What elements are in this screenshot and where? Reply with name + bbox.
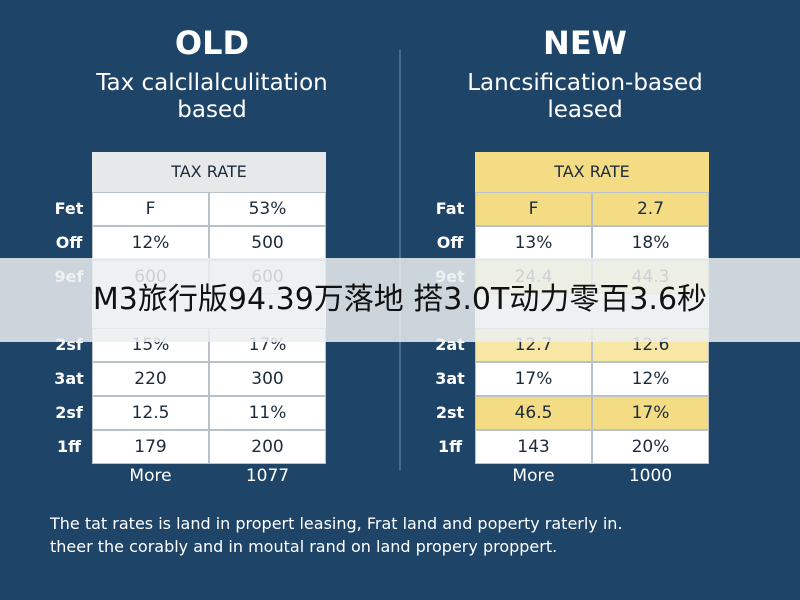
table-cell: F [475,192,592,226]
table-cell: 12.5 [92,396,209,430]
table-cell: 12% [592,362,709,396]
note-line: theer the corably and in moutal rand on … [50,537,558,556]
table-cell: 200 [209,430,326,464]
subtitle: leased [547,97,623,123]
table-cell: 220 [92,362,209,396]
row-label: 2st [435,403,465,422]
table-cell: 18% [592,226,709,260]
row-label: Fat [435,199,465,218]
row-label: 3at [54,369,84,388]
subtitle: Lancsification-based [467,70,703,96]
footer-value: 1000 [628,466,673,486]
table-cell: 17% [592,396,709,430]
heading: NEW [543,24,627,62]
table-cell: 12% [92,226,209,260]
table-cell: 2.7 [592,192,709,226]
table-cell: 11% [209,396,326,430]
footer-label: More [512,466,555,486]
row-label: Off [55,233,83,252]
footer-value: 1077 [245,466,290,486]
table-cell: 179 [92,430,209,464]
subtitle: based [177,97,247,123]
table-cell: 500 [209,226,326,260]
table-cell: F [92,192,209,226]
subtitle: Tax calcllalculitation [96,70,328,96]
heading: OLD [174,24,250,62]
row-label: Fet [54,199,84,218]
table-header: TAX RATE [92,152,326,192]
row-label: Off [436,233,464,252]
table-cell: 20% [592,430,709,464]
footer-label: More [129,466,172,486]
row-label: 3at [435,369,465,388]
banner: M3旅行版94.39万落地 搭3.0T动力零百3.6秒 [0,258,800,342]
table-cell: 300 [209,362,326,396]
table-cell: 46.5 [475,396,592,430]
row-label: 1ff [56,437,82,456]
table-header: TAX RATE [475,152,709,192]
row-label: 2sf [55,403,83,422]
table-cell: 143 [475,430,592,464]
row-label: 1ff [437,437,463,456]
table-cell: 13% [475,226,592,260]
table-cell: 53% [209,192,326,226]
note-line: The tat rates is land in propert leasing… [50,514,623,533]
table-cell: 17% [475,362,592,396]
